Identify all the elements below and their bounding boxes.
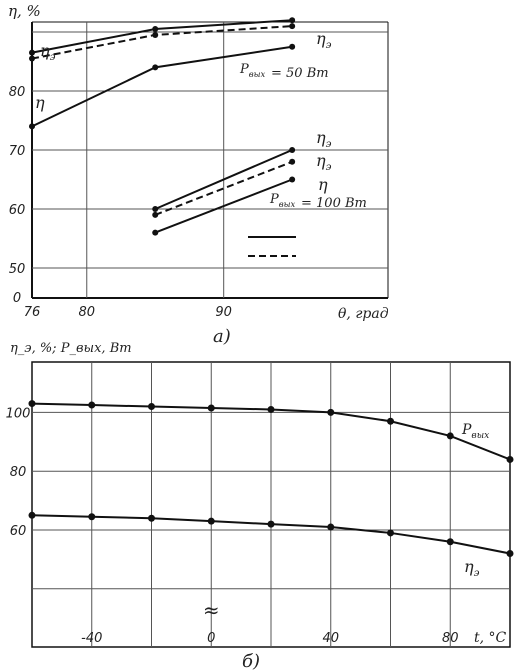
chart-a-ytick-label: 0 — [13, 291, 21, 306]
chart-a-point — [152, 26, 159, 33]
chart-a-ylabel: η, % — [8, 2, 41, 20]
chart-a-point — [29, 123, 35, 130]
chart-a-point — [152, 64, 159, 71]
chart-a-grid — [32, 22, 388, 298]
chart-b-xtick-label: 0 — [207, 631, 215, 646]
chart-a-ytick-label: 60 — [9, 203, 26, 218]
chart-b-ytick-label: 60 — [10, 524, 27, 539]
chart-b-xlabel: t, °C — [474, 630, 507, 646]
chart-a-xtick-label: 76 — [24, 305, 41, 320]
chart-b-point — [148, 514, 155, 522]
chart-a-point — [29, 55, 35, 62]
chart-b-ytick-label: 100 — [6, 406, 31, 421]
chart-b-series-label: Pвых — [461, 422, 489, 441]
chart-b-series — [28, 400, 514, 558]
chart-b-ylabel: η_э, %; P_вых, Вт — [10, 341, 132, 356]
chart-b-point — [446, 432, 454, 440]
chart-a-point — [152, 206, 159, 212]
chart-a-annotation: = 100 Вт — [301, 196, 367, 211]
chart-b-break-mark: ≈ — [203, 598, 220, 622]
chart-a-ytick-label: 50 — [9, 262, 26, 277]
chart-b-text: η_э, %; P_вых, Вт t, °C б) Pвых ηэ — [10, 341, 507, 672]
chart-b-point — [28, 400, 36, 408]
chart-b-point — [327, 408, 335, 416]
chart-a-xlabel: θ, град — [338, 306, 389, 322]
chart-a-ytick-label: 80 — [9, 85, 26, 100]
chart-a-point — [29, 49, 35, 56]
chart-b-point — [88, 401, 96, 409]
chart-a-point — [289, 23, 296, 30]
chart-b-panel-label: б) — [242, 651, 260, 672]
chart-b-point — [207, 517, 215, 525]
chart-b-point — [387, 417, 394, 425]
chart-a-series-label: ηэ — [40, 41, 56, 63]
chart-a-panel-label: а) — [213, 326, 231, 347]
chart-a-frame — [31, 21, 389, 299]
chart-b-ticks: 100 80 60 -40 0 40 80 ≈ — [6, 406, 459, 646]
chart-b-point — [88, 513, 96, 521]
chart-b-point — [148, 403, 155, 411]
chart-a-series — [29, 17, 296, 257]
chart-a-point — [289, 43, 296, 50]
chart-b-point — [207, 404, 215, 412]
chart-a-annotation: Pвых — [239, 62, 266, 79]
chart-b: 100 80 60 -40 0 40 80 ≈ η_э, %; P_вых, Вт t, °C б… — [6, 341, 514, 672]
chart-b-point — [327, 523, 335, 531]
chart-b-point — [28, 511, 36, 519]
chart-b-xtick-label: 40 — [322, 631, 339, 646]
chart-b-series-label: ηэ — [464, 557, 480, 579]
chart-a-series-line — [31, 25, 293, 60]
chart-b-point — [446, 538, 454, 546]
chart-a-ytick-label: 70 — [9, 144, 26, 159]
chart-a-series-line — [154, 149, 293, 210]
chart-b-ytick-label: 80 — [10, 465, 27, 480]
chart-a-series-label: ηэ — [316, 128, 332, 150]
chart-a-xtick-label: 90 — [215, 305, 232, 320]
chart-a-series-line — [31, 45, 293, 128]
chart-b-point — [267, 405, 275, 413]
chart-a-point — [289, 17, 296, 24]
chart-a-series-label: ηэ — [316, 151, 332, 173]
chart-a-series-line — [31, 19, 293, 54]
chart-a-xtick-label: 80 — [78, 305, 95, 320]
chart-a-point — [289, 176, 296, 183]
chart-a-point — [152, 211, 159, 218]
chart-b-point — [267, 520, 275, 528]
chart-a-point — [289, 147, 296, 153]
chart-b-xtick-label: 80 — [442, 631, 459, 646]
chart-a-annotation: Pвых — [269, 192, 296, 209]
chart-a-ticks: 80 70 60 50 076 80 90 — [9, 85, 232, 320]
chart-b-point — [387, 529, 394, 537]
chart-a-point — [289, 158, 296, 165]
chart-a-series-label: η — [35, 93, 45, 112]
chart-b-xtick-label: -40 — [81, 631, 102, 646]
chart-a-series-line — [154, 178, 293, 234]
chart-b-point — [506, 550, 514, 558]
chart-a-point — [152, 229, 159, 236]
chart-a-series-label: η — [318, 175, 328, 194]
chart-a-annotation: = 50 Вт — [271, 66, 329, 81]
chart-a-point — [152, 31, 159, 38]
chart-a-series-line — [154, 160, 293, 216]
chart-b-point — [506, 455, 514, 463]
